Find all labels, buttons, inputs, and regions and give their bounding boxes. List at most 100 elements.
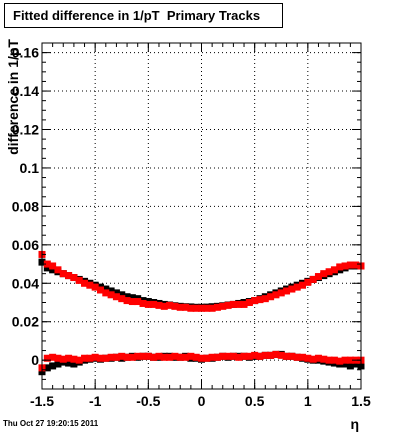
data-point: [155, 301, 163, 309]
grid-lines: [42, 43, 361, 389]
data-point: [304, 354, 312, 362]
data-point: [341, 356, 349, 364]
x-tick-label: 0.5: [245, 393, 265, 409]
data-point: [123, 353, 131, 361]
axis-ticks: [41, 43, 362, 389]
data-point: [150, 353, 158, 361]
data-point: [341, 360, 349, 368]
data-point: [70, 274, 78, 282]
data-point: [54, 266, 62, 274]
data-point: [203, 304, 211, 312]
data-point: [49, 353, 57, 361]
data-point: [123, 293, 131, 301]
data-point: [128, 298, 136, 306]
data-point: [182, 353, 190, 361]
x-tick-label: -0.5: [136, 393, 160, 409]
y-tick-label: 0.08: [12, 198, 39, 214]
data-point: [166, 301, 174, 309]
data-point: [235, 353, 243, 361]
data-point: [176, 303, 184, 311]
data-point: [54, 360, 62, 368]
data-point: [314, 354, 322, 362]
y-tick-label: 0.14: [12, 83, 39, 99]
data-point: [213, 353, 221, 361]
data-point: [118, 352, 126, 360]
data-point: [86, 354, 94, 362]
data-point: [139, 352, 147, 360]
data-point: [293, 283, 301, 291]
data-point: [144, 352, 152, 360]
data-point: [139, 299, 147, 307]
data-point: [261, 295, 269, 303]
data-point: [283, 352, 291, 360]
data-point: [54, 354, 62, 362]
data-point: [261, 351, 269, 359]
data-point: [112, 289, 120, 297]
data-point: [128, 294, 136, 302]
data-point: [176, 353, 184, 361]
data-point: [320, 270, 328, 278]
data-point: [134, 298, 142, 306]
x-axis-title: η: [350, 416, 359, 432]
data-point: [251, 351, 259, 359]
x-tick-label: -1.5: [30, 393, 54, 409]
data-point: [229, 300, 237, 308]
data-point: [96, 354, 104, 362]
data-point: [314, 273, 322, 281]
data-point: [198, 304, 205, 312]
data-point: [65, 354, 73, 362]
data-point: [112, 293, 120, 301]
data-point: [299, 353, 307, 361]
data-point: [352, 261, 360, 269]
y-tick-label: 0.16: [12, 45, 39, 61]
y-tick-label: 0: [31, 352, 39, 368]
data-point: [224, 301, 232, 309]
data-point: [75, 356, 83, 364]
x-tick-label: 1.5: [351, 393, 371, 409]
data-point: [155, 352, 163, 360]
data-point: [304, 278, 312, 286]
data-point: [325, 268, 333, 276]
data-point: [49, 262, 57, 270]
data-point: [256, 296, 264, 304]
data-point: [65, 272, 73, 280]
data-point: [203, 354, 211, 362]
data-point: [112, 353, 120, 361]
data-point: [96, 286, 104, 294]
data-point: [70, 355, 78, 363]
data-point: [219, 302, 227, 310]
data-point: [160, 353, 168, 361]
x-tick-label: 1: [304, 393, 312, 409]
data-point: [59, 270, 67, 278]
data-point: [229, 352, 237, 360]
data-point: [118, 291, 126, 299]
data-point: [198, 354, 205, 362]
data-point: [341, 262, 349, 270]
tick-labels: -1.5 -1 -0.5 0 0.5 1 1.5 0 0.02 0.04 0.06 0.08 0.1 0.…: [12, 45, 371, 409]
data-point: [208, 353, 216, 361]
data-point: [240, 300, 248, 308]
data-point: [293, 353, 301, 361]
data-point: [160, 302, 168, 310]
data-point: [208, 304, 216, 312]
data-point: [150, 300, 158, 308]
data-point: [91, 283, 99, 291]
data-point: [65, 359, 73, 367]
data-point: [219, 352, 227, 360]
data-point: [128, 353, 136, 361]
data-point: [245, 299, 253, 306]
y-axis-title: difference in 1/pT: [5, 39, 21, 155]
data-point: [166, 353, 174, 361]
data-point: [251, 297, 259, 305]
data-point: [346, 356, 354, 364]
data-point: [224, 352, 232, 360]
x-tick-label: 0: [198, 393, 206, 409]
timestamp-footer: Thu Oct 27 19:20:15 2011: [3, 419, 99, 428]
data-point: [59, 355, 67, 363]
data-point: [43, 264, 51, 272]
data-point: [49, 362, 57, 370]
data-point: [107, 353, 115, 361]
data-point: [118, 295, 126, 303]
data-point: [187, 352, 195, 360]
data-point: [346, 261, 354, 269]
